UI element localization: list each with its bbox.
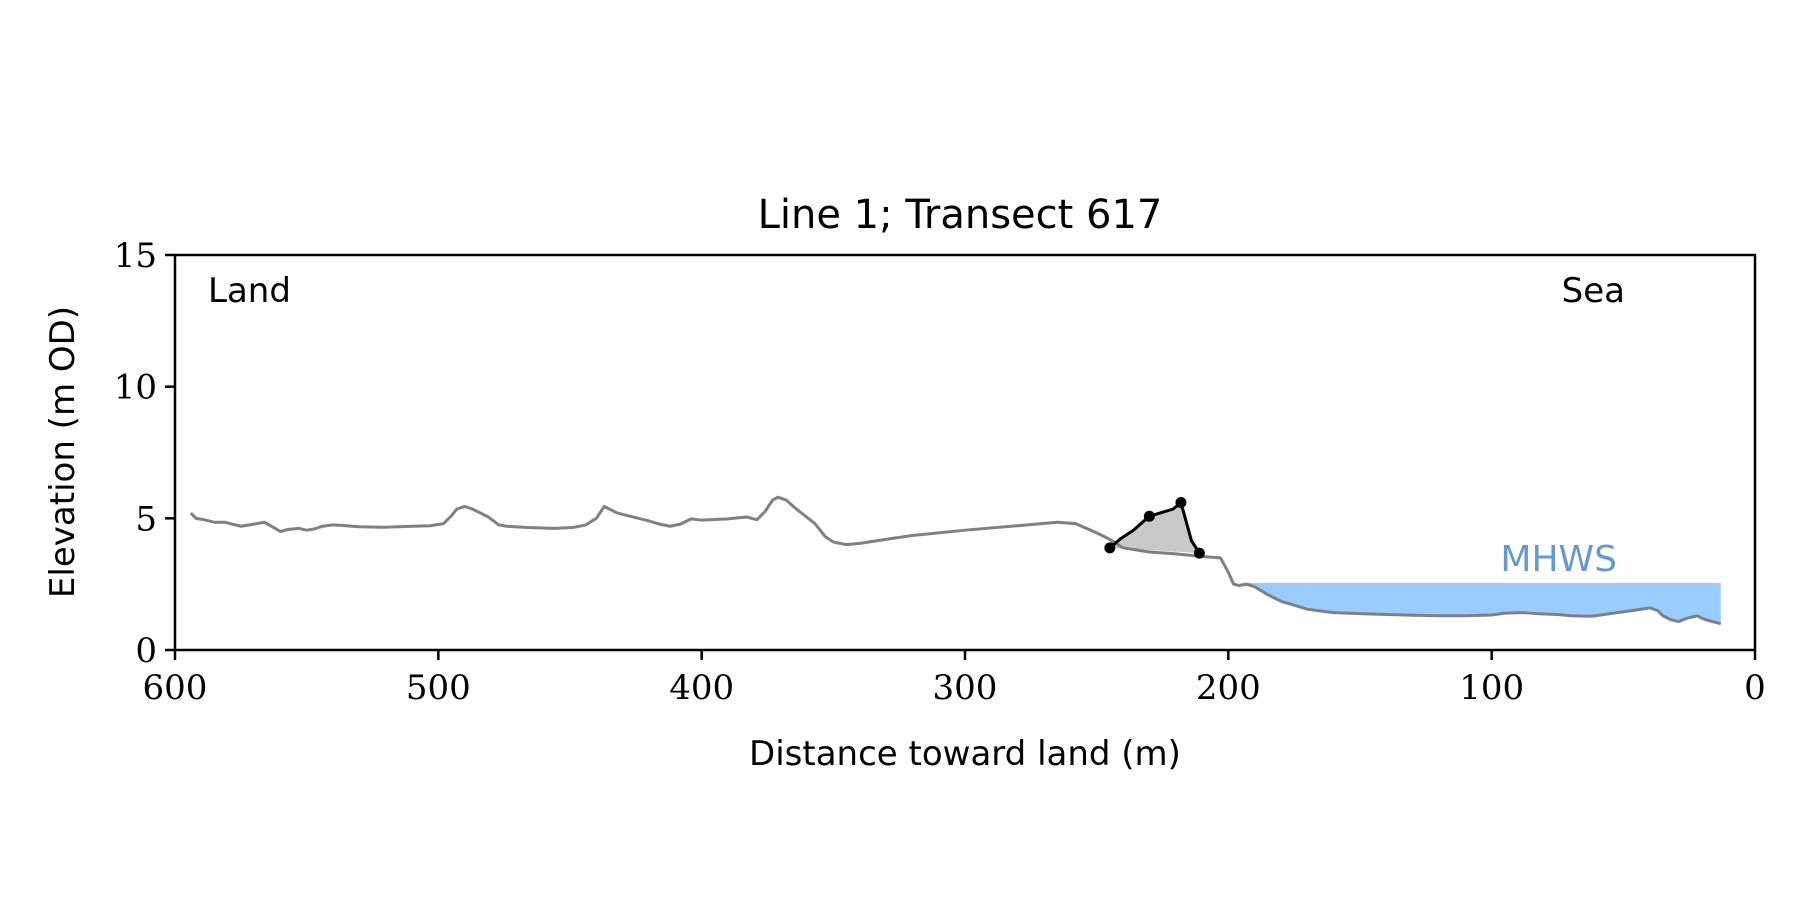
dune-marker xyxy=(1104,542,1116,554)
land-annotation: Land xyxy=(208,271,291,311)
x-tick-label: 0 xyxy=(1744,668,1766,708)
sea-annotation: Sea xyxy=(1562,271,1625,311)
dune-marker xyxy=(1175,497,1187,509)
y-tick-label: 15 xyxy=(114,236,157,276)
x-axis-label: Distance toward land (m) xyxy=(749,734,1181,774)
y-tick-label: 0 xyxy=(135,631,157,671)
dune-area xyxy=(1109,502,1200,554)
x-tick-label: 100 xyxy=(1459,668,1524,708)
chart-title: Line 1; Transect 617 xyxy=(758,192,1163,238)
y-tick-label: 5 xyxy=(135,499,157,539)
x-tick-label: 300 xyxy=(933,668,998,708)
mhws-water-area xyxy=(1241,582,1721,624)
y-axis-label: Elevation (m OD) xyxy=(43,306,83,598)
dune-marker xyxy=(1143,510,1155,522)
x-tick-label: 200 xyxy=(1196,668,1261,708)
dune-line xyxy=(1108,501,1201,554)
ground-profile-line xyxy=(189,495,1722,626)
x-tick-label: 600 xyxy=(143,668,208,708)
x-tick-label: 400 xyxy=(669,668,734,708)
x-tick-label: 500 xyxy=(406,668,471,708)
dune-marker xyxy=(1193,547,1205,559)
mhws-label: MHWS xyxy=(1500,539,1617,580)
y-tick-label: 10 xyxy=(114,368,157,408)
axis-ticks: 600 500 400 300 200 100 0 0 5 10 15 xyxy=(114,236,1766,708)
plot-area: MHWS xyxy=(189,495,1722,626)
